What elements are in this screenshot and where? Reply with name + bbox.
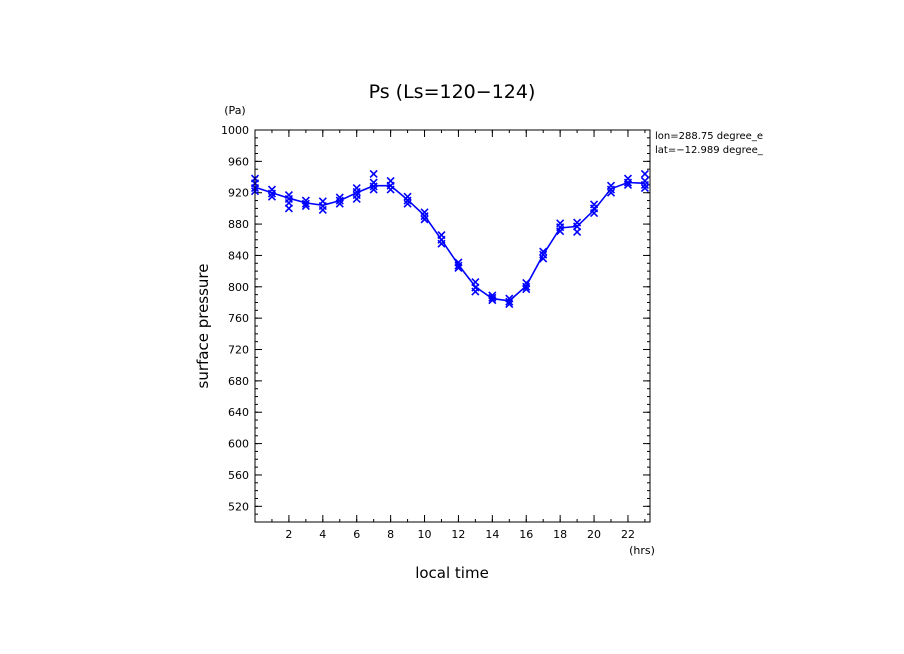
data-point-marker [420,212,429,221]
data-point-marker [318,205,327,215]
x-tick-label: 22 [621,528,635,541]
data-point-marker [352,194,361,204]
x-tick-label: 10 [418,528,432,541]
x-axis-title: local time [415,564,489,582]
data-point-marker [369,185,378,194]
x-tick-label: 6 [353,528,360,541]
data-point-marker [522,282,531,291]
y-unit-label: (Pa) [224,104,245,117]
x-tick-label: 18 [553,528,567,541]
y-tick-label: 800 [228,281,249,294]
data-point-marker [471,287,480,296]
data-point-marker [403,196,412,205]
data-point-marker [539,247,548,256]
data-point-marker [284,204,293,213]
chart-title: Ps (Ls=120−124) [369,81,536,103]
y-tick-label: 680 [228,375,249,388]
data-point-marker [640,183,649,193]
data-point-marker [454,263,463,273]
data-point-marker [301,201,310,211]
x-tick-label: 16 [519,528,533,541]
x-unit-label: (hrs) [629,544,655,557]
plot-frame [254,129,651,523]
data-point-marker [623,180,633,189]
y-tick-label: 880 [228,218,249,231]
axis-ticks: 520 560 600 640 680 720 760 800 840 880 920 960 1000… [221,124,650,541]
data-point-marker [573,227,582,236]
series-line [254,181,645,302]
data-point-marker [454,261,463,270]
y-axis-title: surface pressure [194,264,212,389]
data-point-marker [369,182,378,191]
data-point-marker [539,254,548,263]
y-tick-label: 600 [228,438,249,451]
data-point-marker [640,180,649,189]
data-point-marker [437,239,446,248]
y-tick-label: 1000 [221,124,249,137]
data-point-marker [352,187,361,197]
x-tick-label: 14 [485,528,499,541]
data-point-marker [335,196,344,205]
data-point-marker [488,293,497,302]
x-tick-label: 20 [587,528,601,541]
data-point-marker [505,299,514,309]
data-point-marker [623,178,633,187]
data-point-marker [488,296,497,305]
x-tick-label: 8 [387,528,394,541]
y-tick-label: 720 [228,344,249,357]
annotation-lat: lat=−12.989 degree_ [655,145,764,156]
data-point-marker [369,169,378,178]
data-point-marker [640,169,649,178]
data-point-marker [420,215,429,224]
x-tick-label: 4 [319,528,326,541]
y-tick-label: 840 [228,249,249,262]
data-point-marker [301,199,310,208]
data-point-marker [606,188,616,197]
x-tick-label: 12 [451,528,465,541]
data-point-marker [386,185,395,194]
y-tick-label: 640 [228,406,249,419]
data-point-marker [335,199,344,208]
y-tick-label: 560 [228,469,249,482]
annotation-lon: lon=288.75 degree_e [655,131,763,142]
x-tick-label: 2 [285,528,292,541]
data-point-marker [267,192,277,201]
y-tick-label: 960 [228,155,249,168]
data-point-marker [556,227,565,236]
y-tick-label: 760 [228,312,249,325]
data-point-marker [267,189,277,198]
data-point-marker [335,193,344,202]
data-point-marker [522,285,531,294]
data-point-marker [589,209,599,218]
data-point-marker [505,297,514,306]
data-point-marker [606,185,616,194]
plot-series [250,169,649,309]
y-tick-label: 520 [228,500,249,513]
data-point-marker [403,199,412,208]
y-tick-label: 920 [228,187,249,200]
